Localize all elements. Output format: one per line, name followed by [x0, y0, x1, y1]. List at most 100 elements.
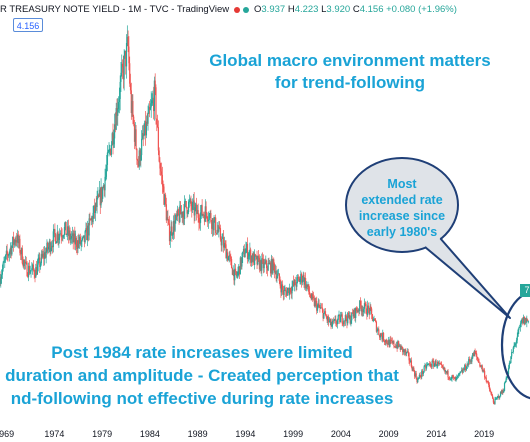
candle-body	[311, 294, 313, 299]
candle-body	[505, 378, 507, 383]
candle-body	[385, 339, 387, 343]
candle-body	[351, 312, 354, 314]
candle-body	[277, 273, 280, 275]
candle-body	[355, 307, 358, 311]
candle-body	[417, 377, 420, 379]
candle-body	[441, 365, 444, 368]
candle-body	[367, 305, 370, 309]
candle-body	[459, 372, 461, 374]
candle-body	[36, 267, 38, 275]
candle-body	[386, 339, 388, 343]
candle-body	[336, 323, 338, 325]
candle-body	[250, 256, 253, 263]
candle-body	[411, 367, 413, 371]
candle-body	[300, 273, 302, 280]
candle-body	[499, 396, 501, 398]
candle-body	[35, 267, 37, 278]
candle-body	[338, 314, 340, 316]
candle-body	[205, 206, 207, 213]
callout-tail-join	[424, 236, 441, 248]
candle-body	[254, 254, 256, 265]
candle-body	[482, 370, 484, 372]
candle-body	[475, 353, 477, 354]
candle-body	[224, 242, 226, 245]
candle-body	[394, 346, 397, 348]
candle-body	[203, 215, 206, 222]
candle-body	[190, 199, 192, 207]
candle-body	[193, 200, 195, 216]
candle-body	[125, 43, 128, 67]
candle-body	[59, 233, 62, 235]
candle-body	[363, 308, 365, 313]
candle-body	[269, 262, 272, 274]
candle-body	[262, 258, 264, 260]
candle-body	[54, 229, 56, 235]
candle-body	[53, 229, 55, 232]
candle-body	[472, 353, 475, 357]
status-dot-green	[243, 7, 249, 13]
symbol-label: R TREASURY NOTE YIELD - 1M - TVC - Tradi…	[0, 4, 230, 15]
candle-body	[269, 262, 271, 264]
candle-body	[143, 134, 145, 137]
candle-body	[111, 133, 113, 145]
candle-body	[366, 313, 368, 316]
candle-body	[456, 377, 458, 379]
candle-body	[500, 391, 502, 394]
candle-body	[176, 214, 178, 217]
bottom-line-3: nd-following not effective during rate i…	[10, 389, 394, 408]
last-price-box[interactable]: 4.156	[13, 18, 43, 32]
candle-body	[483, 370, 485, 372]
candle-body	[486, 381, 488, 383]
candle-body	[195, 204, 197, 208]
candle-body	[26, 262, 28, 277]
candle-body	[372, 320, 374, 322]
candle-body	[515, 343, 517, 345]
candle-body	[425, 365, 428, 369]
candle-body	[429, 363, 431, 365]
candle-body	[194, 207, 196, 216]
candle-body	[136, 148, 138, 160]
candle-body	[82, 237, 84, 239]
candle-body	[104, 176, 106, 191]
candle-body	[66, 234, 68, 236]
candle-body	[164, 194, 167, 205]
candle-body	[71, 236, 73, 238]
candle-body	[129, 63, 131, 84]
candle-body	[450, 378, 452, 380]
candle-body	[332, 320, 335, 322]
candle-body	[247, 256, 249, 260]
candle-body	[217, 229, 219, 232]
candle-body	[9, 247, 11, 252]
callout-line-2: extended rate	[361, 193, 443, 207]
candle-body	[431, 360, 433, 367]
candle-body	[395, 345, 397, 348]
candle-body	[370, 306, 372, 309]
candle-body	[334, 319, 336, 320]
bottom-annotation: Post 1984 rate increases were limited du…	[0, 341, 422, 410]
candle-body	[3, 261, 5, 263]
candle-body	[218, 226, 220, 232]
candle-body	[199, 222, 201, 224]
candle-body	[206, 212, 208, 219]
candle-body	[116, 108, 118, 116]
candle-body	[327, 316, 329, 321]
candle-body	[259, 260, 261, 270]
candle-body	[56, 232, 58, 242]
candle-body	[441, 364, 443, 366]
candle-body	[453, 376, 455, 378]
candle-body	[293, 281, 295, 286]
candle-body	[446, 370, 448, 374]
low-key: L	[321, 4, 327, 15]
candle-body	[350, 320, 352, 324]
candle-body	[295, 285, 297, 287]
candle-body	[119, 81, 121, 100]
candle-body	[67, 226, 70, 236]
candle-body	[57, 232, 59, 240]
candle-body	[439, 363, 441, 365]
candle-body	[302, 274, 304, 280]
candle-body	[415, 373, 417, 379]
candle-body	[69, 230, 71, 240]
candle-body	[253, 253, 255, 265]
candle-body	[447, 370, 449, 378]
